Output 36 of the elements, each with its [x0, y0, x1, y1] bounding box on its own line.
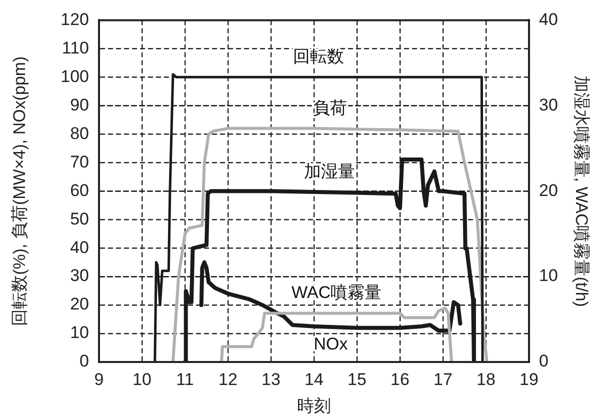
- y-tick-label: 90: [70, 95, 89, 114]
- y-tick-label: 60: [70, 180, 89, 200]
- series-label: 加湿量: [304, 162, 355, 181]
- x-tick-label: 9: [94, 370, 104, 389]
- y-tick-label: 110: [62, 38, 89, 58]
- y2-axis-title: 加湿水噴霧量, WAC噴霧量(t/h): [572, 75, 592, 307]
- y-tick-label: 120: [60, 10, 89, 29]
- y-tick-label: 40: [70, 238, 89, 257]
- x-tick-label: 17: [434, 370, 452, 389]
- x-tick-label: 15: [348, 370, 366, 389]
- y2-tick-label: 30: [539, 95, 558, 114]
- x-tick-label: 16: [390, 370, 410, 389]
- series-label: WAC噴霧量: [292, 282, 382, 302]
- x-tick-label: 12: [218, 370, 238, 389]
- y2-tick-label: 20: [539, 180, 558, 200]
- y-tick-label: 20: [70, 294, 89, 314]
- x-tick-label: 14: [304, 370, 324, 389]
- y-axis-title: 回転数(%), 負荷(MW×4), NOx(ppm): [10, 56, 29, 326]
- y-tick-label: 80: [70, 124, 89, 143]
- x-axis-title: 時刻: [297, 396, 331, 416]
- x-tick-label: 10: [132, 370, 152, 389]
- y-tick-label: 30: [70, 266, 89, 286]
- series-label: NOx: [314, 334, 348, 354]
- y-tick-label: 70: [70, 152, 89, 172]
- x-tick-label: 19: [520, 370, 538, 389]
- x-tick-label: 13: [262, 370, 280, 389]
- x-tick-label: 11: [176, 370, 194, 389]
- y-tick-label: 100: [60, 66, 89, 86]
- y-tick-label: 10: [70, 323, 89, 342]
- y-tick-label: 50: [70, 209, 89, 228]
- y2-tick-label: 40: [539, 10, 558, 29]
- y-tick-label: 0: [80, 352, 89, 371]
- y2-tick-label: 10: [539, 266, 558, 286]
- x-tick-label: 18: [476, 370, 496, 389]
- y2-tick-label: 0: [539, 352, 548, 371]
- series-label: 回転数: [293, 46, 344, 66]
